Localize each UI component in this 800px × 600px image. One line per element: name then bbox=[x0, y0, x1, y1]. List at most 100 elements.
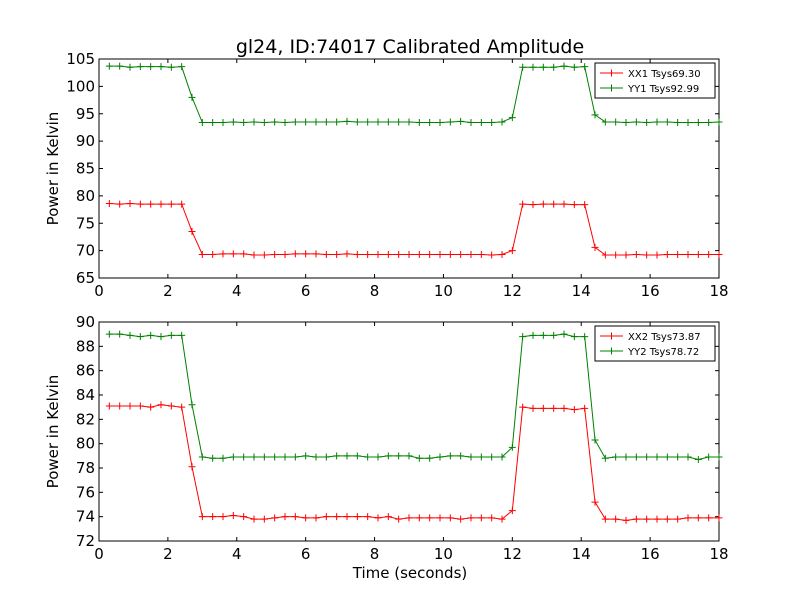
top-data-point bbox=[240, 119, 248, 127]
bottom-data-point bbox=[198, 513, 206, 521]
bottom-data-point bbox=[591, 436, 599, 444]
bottom-data-point bbox=[116, 330, 124, 338]
top-data-point bbox=[539, 63, 547, 71]
top-y-tick-label: 75 bbox=[76, 214, 95, 232]
bottom-data-point bbox=[426, 454, 434, 462]
top-y-tick-label: 85 bbox=[76, 160, 95, 178]
bottom-data-point bbox=[622, 516, 630, 524]
top-data-point bbox=[147, 200, 155, 208]
bottom-y-tick-label: 76 bbox=[76, 483, 95, 501]
top-data-point bbox=[322, 250, 330, 258]
figure-title: gl24, ID:74017 Calibrated Amplitude bbox=[236, 36, 584, 58]
top-data-point bbox=[467, 119, 475, 127]
bottom-data-point bbox=[209, 454, 217, 462]
top-y-tick-label: 100 bbox=[66, 77, 95, 95]
bottom-x-tick-label: 2 bbox=[163, 545, 173, 563]
bottom-data-point bbox=[384, 513, 392, 521]
bottom-y-axis-label: Power in Kelvin bbox=[44, 375, 62, 489]
top-data-point bbox=[198, 119, 206, 127]
bottom-data-point bbox=[271, 453, 279, 461]
bottom-data-point bbox=[364, 453, 372, 461]
top-data-point bbox=[281, 250, 289, 258]
top-data-point bbox=[353, 250, 361, 258]
bottom-data-point bbox=[384, 452, 392, 460]
bottom-data-point bbox=[240, 513, 248, 521]
bottom-x-tick-label: 18 bbox=[709, 545, 728, 563]
bottom-data-point bbox=[405, 452, 413, 460]
bottom-data-point bbox=[519, 403, 527, 411]
bottom-data-point bbox=[157, 401, 165, 409]
top-data-point bbox=[250, 118, 258, 126]
top-x-tick-label: 12 bbox=[503, 282, 522, 300]
top-panel: 0 2 4 6 8 10 12 14 16 18 65 70 75 80 85 90 95 100 105 Power… bbox=[44, 50, 729, 300]
bottom-data-point bbox=[457, 452, 465, 460]
bottom-y-tick-label: 78 bbox=[76, 459, 95, 477]
bottom-panel: 0 2 4 6 8 10 12 14 16 18 72 74 76 78 80 82 84 86 88 90 Power… bbox=[44, 313, 729, 563]
bottom-data-point bbox=[322, 513, 330, 521]
bottom-x-tick-label: 10 bbox=[434, 545, 453, 563]
top-data-point bbox=[488, 251, 496, 259]
bottom-y-tick-label: 80 bbox=[76, 435, 95, 453]
top-data-point bbox=[457, 117, 465, 125]
top-data-point bbox=[312, 250, 320, 258]
bottom-data-point bbox=[147, 403, 155, 411]
bottom-y-tick-label: 72 bbox=[76, 532, 95, 550]
top-data-point bbox=[446, 250, 454, 258]
top-data-point bbox=[116, 200, 124, 208]
top-data-point bbox=[539, 200, 547, 208]
top-data-point bbox=[622, 119, 630, 127]
bottom-x-tick-label: 12 bbox=[503, 545, 522, 563]
bottom-data-point bbox=[136, 333, 144, 341]
top-x-tick-label: 14 bbox=[572, 282, 591, 300]
top-data-point bbox=[353, 118, 361, 126]
top-x-tick-label: 8 bbox=[370, 282, 380, 300]
bottom-data-point bbox=[498, 515, 506, 523]
bottom-data-point bbox=[591, 498, 599, 506]
bottom-data-point bbox=[550, 331, 558, 339]
top-x-tick-label: 10 bbox=[434, 282, 453, 300]
top-data-point bbox=[343, 250, 351, 258]
bottom-x-tick-label: 0 bbox=[94, 545, 104, 563]
top-data-point bbox=[674, 119, 682, 127]
bottom-data-point bbox=[715, 453, 723, 461]
top-data-point bbox=[684, 250, 692, 258]
top-data-point bbox=[302, 118, 310, 126]
top-data-point bbox=[632, 250, 640, 258]
top-data-point bbox=[105, 200, 113, 208]
top-data-point bbox=[364, 250, 372, 258]
bottom-data-point bbox=[229, 453, 237, 461]
bottom-data-point bbox=[653, 515, 661, 523]
bottom-legend-label: XX2 Tsys73.87 bbox=[628, 332, 701, 343]
bottom-data-point bbox=[436, 514, 444, 522]
top-data-point bbox=[653, 118, 661, 126]
top-data-point bbox=[570, 63, 578, 71]
bottom-data-point bbox=[612, 515, 620, 523]
bottom-x-tick-label: 6 bbox=[301, 545, 311, 563]
bottom-data-point bbox=[250, 453, 258, 461]
top-data-point bbox=[581, 201, 589, 209]
bottom-data-point bbox=[167, 331, 175, 339]
top-legend bbox=[594, 62, 716, 99]
top-data-point bbox=[498, 250, 506, 258]
bottom-data-point bbox=[353, 513, 361, 521]
top-data-point bbox=[477, 119, 485, 127]
top-data-point bbox=[312, 118, 320, 126]
top-data-point bbox=[612, 118, 620, 126]
bottom-data-point bbox=[219, 513, 227, 521]
top-data-point bbox=[415, 119, 423, 127]
bottom-data-point bbox=[674, 515, 682, 523]
top-data-point bbox=[519, 63, 527, 71]
bottom-data-point bbox=[271, 514, 279, 522]
top-data-point bbox=[674, 250, 682, 258]
bottom-data-point bbox=[116, 402, 124, 410]
top-data-point bbox=[498, 118, 506, 126]
bottom-data-point bbox=[663, 453, 671, 461]
top-legend-marker bbox=[608, 69, 615, 77]
bottom-data-point bbox=[229, 511, 237, 519]
top-y-tick-label: 80 bbox=[76, 187, 95, 205]
top-data-point bbox=[643, 119, 651, 127]
bottom-data-point bbox=[477, 514, 485, 522]
top-data-point bbox=[219, 119, 227, 127]
top-x-tick-label: 18 bbox=[709, 282, 728, 300]
bottom-legend bbox=[594, 325, 716, 362]
